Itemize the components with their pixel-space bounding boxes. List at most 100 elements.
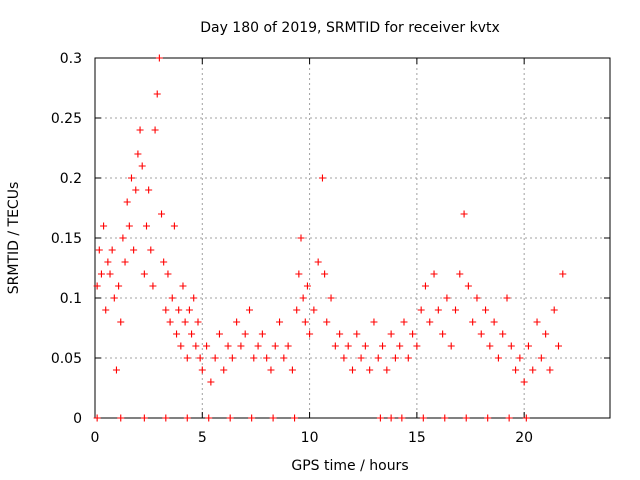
- data-point: [173, 330, 181, 338]
- data-point: [443, 294, 451, 302]
- data-point: [254, 342, 262, 350]
- data-point: [533, 318, 541, 326]
- data-point: [303, 282, 311, 290]
- data-point: [190, 294, 198, 302]
- data-point: [164, 270, 172, 278]
- data-point: [134, 150, 142, 158]
- data-point: [507, 342, 515, 350]
- data-point: [542, 330, 550, 338]
- data-point: [162, 414, 170, 422]
- data-point: [499, 330, 507, 338]
- data-point: [383, 366, 391, 374]
- data-point: [288, 366, 296, 374]
- data-point: [258, 330, 266, 338]
- data-point: [452, 306, 459, 314]
- data-point: [366, 366, 374, 374]
- data-point: [301, 318, 309, 326]
- data-point: [419, 414, 427, 422]
- data-point: [267, 366, 275, 374]
- data-point: [250, 354, 258, 362]
- data-point: [439, 330, 447, 338]
- data-point: [140, 270, 148, 278]
- data-point: [117, 318, 125, 326]
- data-point: [537, 354, 545, 362]
- data-point: [391, 354, 399, 362]
- data-point: [503, 294, 511, 302]
- data-point: [151, 126, 159, 134]
- data-point: [108, 246, 116, 254]
- data-point: [404, 354, 412, 362]
- data-point: [181, 318, 189, 326]
- data-point: [188, 330, 196, 338]
- data-point: [336, 330, 344, 338]
- data-point: [321, 270, 329, 278]
- data-point: [271, 342, 279, 350]
- data-point: [160, 258, 168, 266]
- data-point: [97, 270, 105, 278]
- data-point: [192, 342, 200, 350]
- data-point: [203, 342, 211, 350]
- data-point: [295, 270, 303, 278]
- data-point: [376, 414, 384, 422]
- data-point: [546, 366, 554, 374]
- data-point: [110, 294, 118, 302]
- data-point: [95, 246, 103, 254]
- data-point: [361, 342, 369, 350]
- data-point: [291, 414, 299, 422]
- x-tick-label: 20: [515, 430, 533, 446]
- data-point: [145, 186, 153, 194]
- data-point: [421, 282, 429, 290]
- data-point: [207, 378, 215, 386]
- x-axis-label: GPS time / hours: [291, 458, 408, 474]
- data-point: [196, 354, 204, 362]
- data-point: [306, 330, 314, 338]
- data-point: [183, 414, 191, 422]
- data-point: [494, 354, 502, 362]
- data-point: [241, 330, 249, 338]
- data-point: [516, 354, 524, 362]
- data-point: [318, 174, 326, 182]
- data-point: [490, 318, 498, 326]
- data-point: [357, 354, 365, 362]
- data-point: [143, 222, 150, 230]
- ticks: 0 0.05 0.1 0.15 0.2 0.25 0.3 0 5 10 15 20: [51, 51, 610, 446]
- data-point: [400, 318, 408, 326]
- data-point: [132, 186, 140, 194]
- y-tick-label: 0.05: [51, 351, 82, 367]
- data-point: [441, 414, 449, 422]
- data-point: [473, 294, 481, 302]
- data-point: [170, 222, 178, 230]
- data-point: [340, 354, 348, 362]
- data-point: [215, 330, 223, 338]
- data-point: [198, 366, 206, 374]
- data-point: [293, 306, 301, 314]
- data-point: [396, 342, 404, 350]
- data-point: [147, 246, 155, 254]
- data-point: [102, 306, 110, 314]
- data-point: [220, 366, 228, 374]
- data-point: [447, 342, 455, 350]
- data-point: [276, 318, 284, 326]
- data-point: [486, 342, 494, 350]
- data-point: [117, 414, 125, 422]
- data-point: [100, 222, 108, 230]
- data-point: [299, 294, 307, 302]
- data-point: [168, 294, 176, 302]
- chart-title: Day 180 of 2019, SRMTID for receiver kvt…: [200, 20, 500, 36]
- data-point: [177, 342, 185, 350]
- data-point: [524, 342, 532, 350]
- data-point: [512, 366, 520, 374]
- data-point: [370, 318, 378, 326]
- data-point: [237, 342, 245, 350]
- data-point: [130, 246, 138, 254]
- data-point: [112, 366, 120, 374]
- y-axis-label: SRMTID / TECUs: [6, 182, 22, 295]
- data-point: [166, 318, 174, 326]
- data-point: [387, 330, 395, 338]
- data-point: [417, 306, 425, 314]
- marks: [93, 54, 567, 422]
- data-point: [331, 342, 339, 350]
- data-point: [183, 354, 191, 362]
- data-point: [136, 126, 144, 134]
- data-point: [119, 234, 127, 242]
